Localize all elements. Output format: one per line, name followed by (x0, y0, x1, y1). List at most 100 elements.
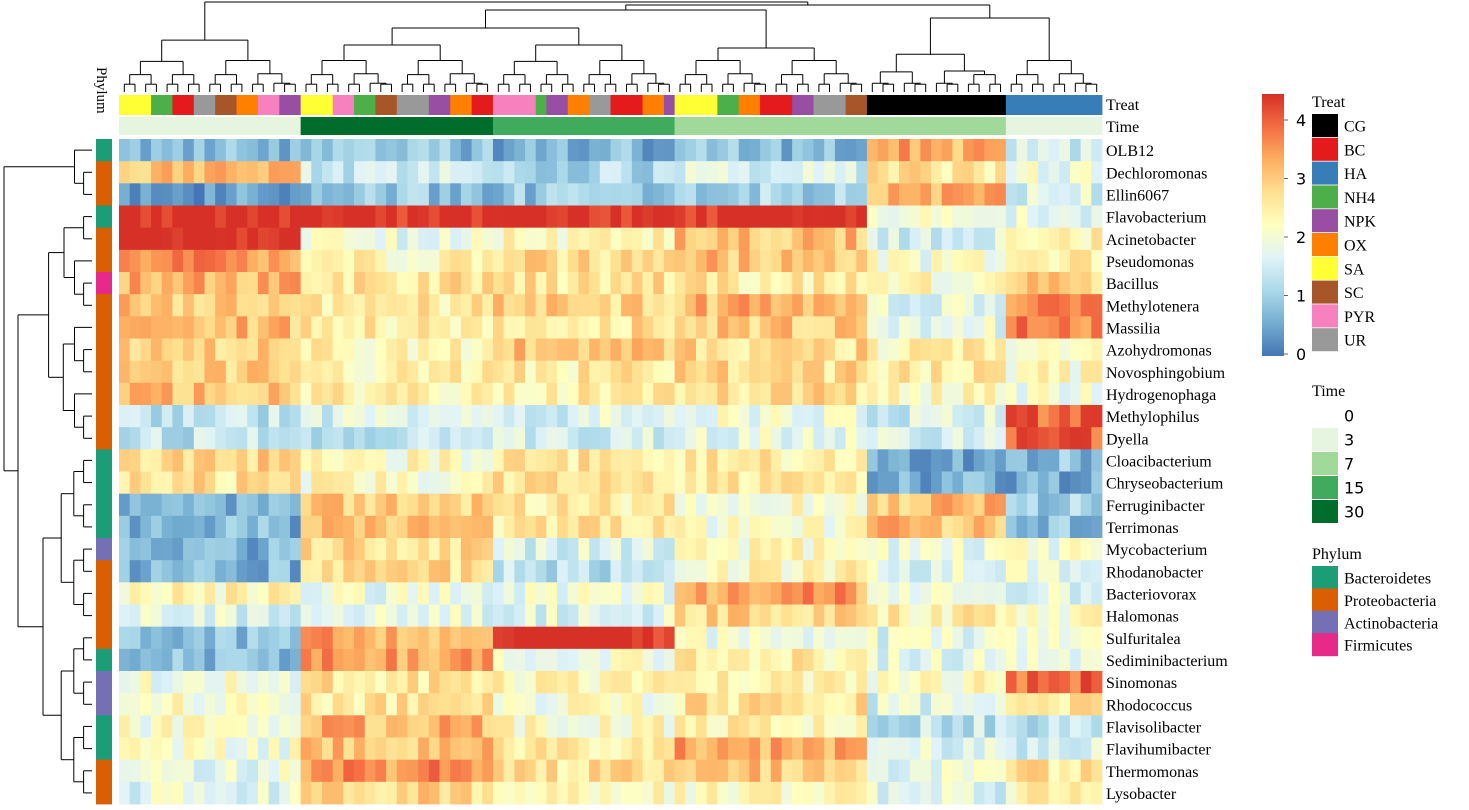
heatmap-cell (856, 338, 868, 362)
heatmap-cell (1080, 249, 1092, 273)
heatmap-cell (311, 693, 323, 716)
heatmap-cell (642, 582, 654, 605)
heatmap-cell (193, 449, 205, 472)
heatmap-cell (279, 249, 291, 273)
heatmap-cell (749, 294, 761, 317)
heatmap-cell (492, 715, 505, 738)
heatmap-cell (663, 759, 675, 783)
heatmap-cell (386, 338, 398, 362)
heatmap-cell (322, 781, 334, 805)
heatmap-cell (685, 538, 697, 561)
heatmap-cell (866, 582, 879, 605)
legend-swatch (1312, 114, 1338, 137)
heatmap-cell (375, 360, 387, 384)
heatmap-cell (439, 759, 451, 783)
heatmap-cell (984, 272, 996, 295)
heatmap-cell (792, 161, 804, 184)
heatmap-cell (428, 227, 440, 251)
heatmap-cell (204, 338, 216, 362)
heatmap-cell (567, 582, 579, 605)
heatmap-cell (471, 471, 483, 495)
heatmap-cell (866, 360, 879, 384)
heatmap-cell (428, 205, 440, 229)
heatmap-cell (1080, 316, 1092, 339)
heatmap-cell (119, 427, 131, 450)
heatmap-cell (268, 693, 280, 716)
heatmap-cell (311, 294, 323, 317)
treat-cell (1027, 95, 1039, 115)
heatmap-cell (834, 582, 846, 605)
heatmap-cell (1048, 648, 1060, 672)
heatmap-cell (653, 560, 665, 583)
heatmap-cell (460, 671, 472, 694)
heatmap-cell (1069, 139, 1082, 162)
heatmap-cell (1016, 515, 1028, 539)
phylum-cell (96, 781, 112, 805)
heatmap-cell (567, 560, 579, 583)
heatmap-cell (140, 139, 152, 162)
heatmap-cell (546, 139, 558, 162)
heatmap-cell (663, 316, 675, 339)
heatmap-cell (311, 139, 323, 162)
heatmap-cell (386, 538, 398, 561)
time-cell (599, 117, 611, 135)
heatmap-cell (599, 161, 611, 184)
heatmap-cell (354, 715, 366, 738)
heatmap-cell (439, 427, 451, 450)
time-bar-label: Time (1106, 119, 1139, 136)
heatmap-cell (439, 205, 451, 229)
heatmap-cell (781, 626, 793, 650)
heatmap-cell (728, 604, 740, 628)
heatmap-cell (1048, 405, 1060, 428)
heatmap-cell (589, 560, 601, 583)
heatmap-cell (418, 759, 430, 783)
heatmap-cell (183, 338, 195, 362)
heatmap-cell (567, 183, 579, 206)
heatmap-cell (225, 249, 237, 273)
heatmap-cell (963, 759, 975, 783)
heatmap-cell (460, 582, 472, 605)
row-label: Hydrogenophaga (1106, 387, 1216, 404)
heatmap-cell (685, 338, 697, 362)
heatmap-cell (439, 249, 451, 273)
heatmap-cell (140, 249, 152, 273)
heatmap-cell (931, 227, 943, 251)
heatmap-cell (514, 316, 526, 339)
heatmap-cell (311, 316, 323, 339)
heatmap-cell (525, 360, 537, 384)
heatmap-cell (129, 338, 141, 362)
heatmap-cell (300, 139, 312, 162)
heatmap-cell (140, 161, 152, 184)
heatmap-cell (514, 205, 526, 229)
heatmap-cell (781, 471, 793, 495)
heatmap-cell (300, 582, 312, 605)
heatmap-cell (952, 671, 964, 694)
heatmap-cell (888, 316, 900, 339)
heatmap-cell (749, 671, 761, 694)
heatmap-cell (183, 759, 195, 783)
heatmap-cell (674, 405, 686, 428)
treat-cell (343, 95, 355, 115)
time-cell (717, 117, 729, 135)
heatmap-cell (621, 471, 633, 495)
heatmap-cell (589, 338, 601, 362)
heatmap-cell (129, 626, 141, 650)
heatmap-cell (215, 515, 227, 539)
heatmap-cell (343, 427, 355, 450)
heatmap-cell (621, 161, 633, 184)
heatmap-cell (460, 427, 472, 450)
heatmap-cell (973, 205, 985, 229)
heatmap-cell (439, 671, 451, 694)
heatmap-cell (813, 693, 825, 716)
heatmap-cell (354, 227, 366, 251)
heatmap-cell (1037, 737, 1049, 761)
heatmap-cell (257, 582, 269, 605)
heatmap-cell (535, 737, 547, 761)
heatmap-cell (183, 360, 195, 384)
heatmap-cell (450, 582, 462, 605)
heatmap-cell (984, 249, 996, 273)
heatmap-cell (1037, 227, 1049, 251)
legend-label: UR (1344, 333, 1367, 350)
heatmap-cell (183, 139, 195, 162)
